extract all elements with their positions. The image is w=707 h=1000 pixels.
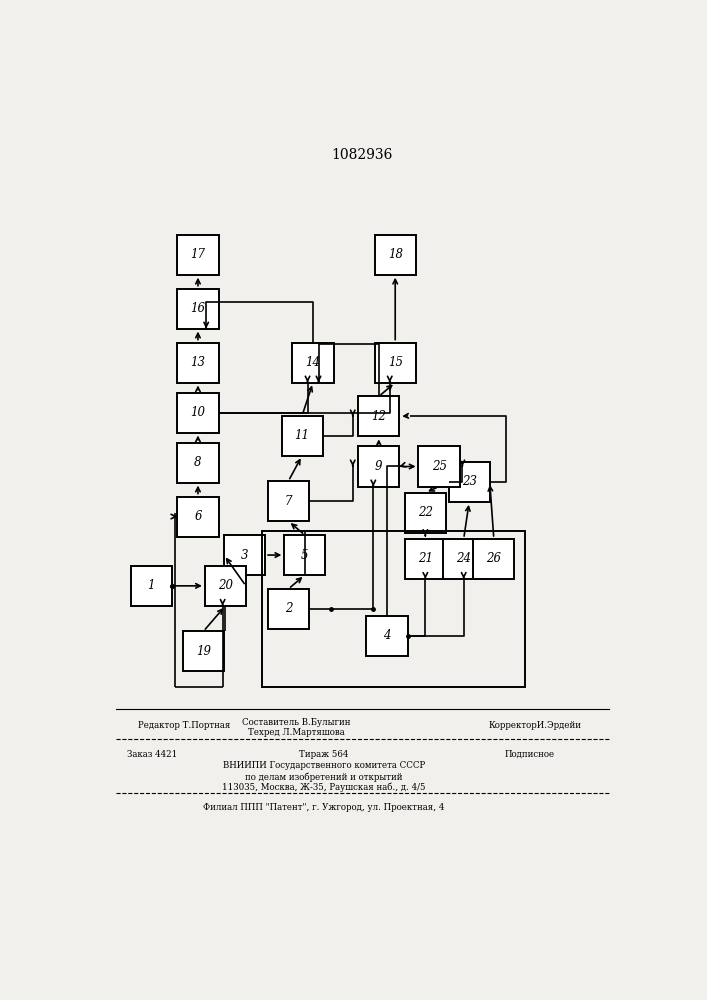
Text: Заказ 4421: Заказ 4421 (127, 750, 177, 759)
Bar (262, 531, 525, 687)
Bar (177, 289, 218, 329)
Bar (358, 396, 399, 436)
Text: 113035, Москва, Ж-35, Раушская наб., д. 4/5: 113035, Москва, Ж-35, Раушская наб., д. … (222, 783, 426, 792)
Text: Техред Л.Мартяшова: Техред Л.Мартяшова (248, 728, 345, 737)
Bar (268, 481, 309, 521)
Text: 21: 21 (418, 552, 433, 565)
Text: 8: 8 (194, 456, 201, 469)
Text: 19: 19 (196, 645, 211, 658)
Text: по делам изобретений и открытий: по делам изобретений и открытий (245, 772, 403, 782)
Text: 6: 6 (194, 510, 201, 523)
Text: 22: 22 (418, 506, 433, 519)
Text: Редактор Т.Портная: Редактор Т.Портная (138, 721, 230, 730)
Bar (177, 443, 218, 483)
Bar (366, 616, 407, 656)
Bar (419, 446, 460, 487)
Text: 25: 25 (431, 460, 447, 473)
Bar (224, 535, 265, 575)
Text: Подписное: Подписное (505, 750, 555, 759)
Bar (205, 566, 246, 606)
Text: 14: 14 (305, 356, 320, 369)
Text: 5: 5 (301, 549, 308, 562)
Text: ВНИИПИ Государственного комитета СССР: ВНИИПИ Государственного комитета СССР (223, 761, 425, 770)
Text: 3: 3 (241, 549, 248, 562)
Bar (473, 539, 515, 579)
Text: 26: 26 (486, 552, 501, 565)
Bar (281, 416, 322, 456)
Text: 1: 1 (148, 579, 155, 592)
Text: 2: 2 (285, 602, 292, 615)
Text: 1082936: 1082936 (332, 148, 393, 162)
Bar (358, 446, 399, 487)
Bar (449, 462, 490, 502)
Text: 18: 18 (387, 248, 403, 261)
Text: 7: 7 (285, 495, 292, 508)
Text: Тираж 564: Тираж 564 (299, 750, 349, 759)
Bar (177, 393, 218, 433)
Text: 17: 17 (190, 248, 206, 261)
Text: КорректорИ.Эрдейи: КорректорИ.Эрдейи (489, 721, 581, 730)
Text: 16: 16 (190, 302, 206, 315)
Bar (131, 566, 172, 606)
Text: 15: 15 (387, 356, 403, 369)
Text: 4: 4 (383, 629, 391, 642)
Text: 13: 13 (190, 356, 206, 369)
Text: 20: 20 (218, 579, 233, 592)
Bar (177, 497, 218, 537)
Text: 9: 9 (375, 460, 382, 473)
Text: 11: 11 (295, 429, 310, 442)
Text: Составитель В.Булыгин: Составитель В.Булыгин (243, 718, 351, 727)
Bar (405, 539, 446, 579)
Bar (375, 235, 416, 275)
Bar (293, 343, 334, 383)
Bar (375, 343, 416, 383)
Bar (268, 589, 309, 629)
Bar (177, 343, 218, 383)
Text: 23: 23 (462, 475, 477, 488)
Bar (183, 631, 224, 671)
Bar (443, 539, 484, 579)
Bar (405, 493, 446, 533)
Text: 12: 12 (371, 410, 386, 423)
Text: 10: 10 (190, 406, 206, 419)
Bar (177, 235, 218, 275)
Text: Филиал ППП "Патент", г. Ужгород, ул. Проектная, 4: Филиал ППП "Патент", г. Ужгород, ул. Про… (204, 803, 445, 812)
Text: 24: 24 (456, 552, 471, 565)
Bar (284, 535, 325, 575)
